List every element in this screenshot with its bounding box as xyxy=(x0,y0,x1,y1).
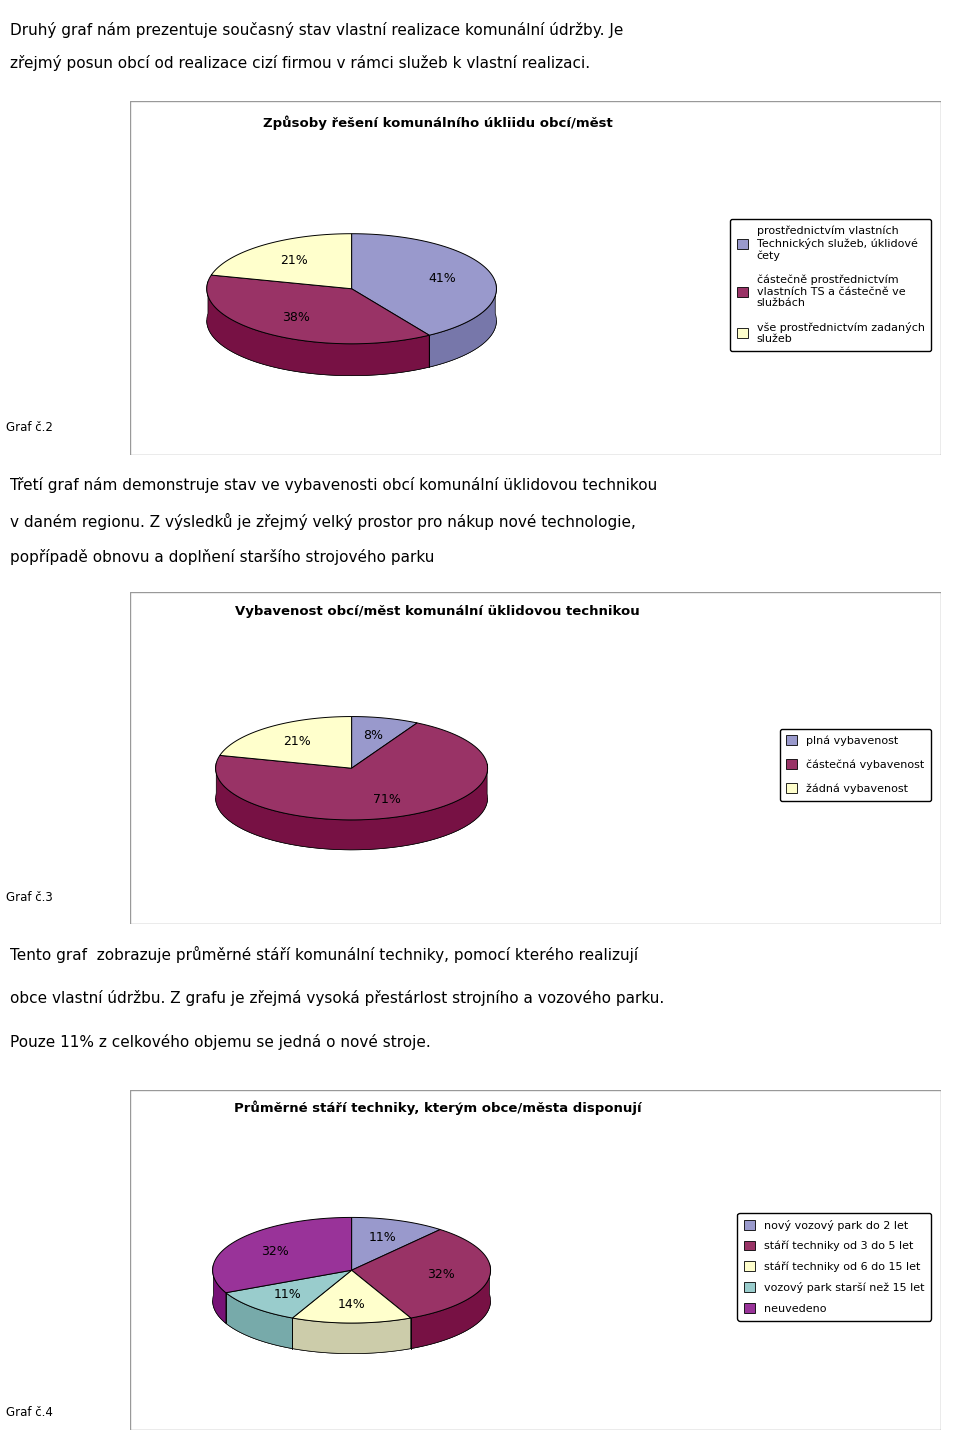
Polygon shape xyxy=(411,1264,491,1349)
Polygon shape xyxy=(293,1318,411,1353)
Legend: plná vybavenost, částečná vybavenost, žádná vybavenost: plná vybavenost, částečná vybavenost, žá… xyxy=(780,729,931,801)
Polygon shape xyxy=(226,1271,351,1318)
Text: 8%: 8% xyxy=(364,729,384,742)
Text: Pouze 11% z celkového objemu se jedná o nové stroje.: Pouze 11% z celkového objemu se jedná o … xyxy=(10,1034,430,1050)
Text: 32%: 32% xyxy=(261,1245,289,1258)
Text: Vybavenost obcí/měst komunální üklidovou technikou: Vybavenost obcí/měst komunální üklidovou… xyxy=(235,605,640,618)
Text: 11%: 11% xyxy=(274,1288,301,1301)
Polygon shape xyxy=(351,1229,491,1318)
Text: 32%: 32% xyxy=(427,1268,455,1281)
Text: v daném regionu. Z výsledků je zřejmý velký prostor pro nákup nové technologie,: v daném regionu. Z výsledků je zřejmý ve… xyxy=(10,513,636,530)
Text: Graf č.4: Graf č.4 xyxy=(7,1406,54,1419)
Text: Graf č.3: Graf č.3 xyxy=(7,891,53,904)
Polygon shape xyxy=(206,274,429,344)
Text: 71%: 71% xyxy=(372,793,400,806)
Polygon shape xyxy=(351,716,418,768)
Polygon shape xyxy=(351,234,496,335)
Polygon shape xyxy=(206,282,429,375)
Text: 38%: 38% xyxy=(282,312,310,325)
FancyBboxPatch shape xyxy=(130,1090,941,1430)
FancyBboxPatch shape xyxy=(130,101,941,455)
Text: 14%: 14% xyxy=(338,1298,366,1311)
Text: 11%: 11% xyxy=(369,1232,396,1245)
Polygon shape xyxy=(429,282,496,367)
Polygon shape xyxy=(211,234,351,289)
Polygon shape xyxy=(226,1292,293,1349)
Text: 41%: 41% xyxy=(428,273,456,286)
Polygon shape xyxy=(351,1217,441,1271)
Polygon shape xyxy=(212,1265,226,1323)
Text: Tento graf  zobrazuje průměrné stáří komunální techniky, pomocí kterého realizuj: Tento graf zobrazuje průměrné stáří komu… xyxy=(10,946,637,963)
Text: Graf č.2: Graf č.2 xyxy=(7,420,54,433)
Polygon shape xyxy=(216,762,488,851)
Text: Třetí graf nám demonstruje stav ve vybavenosti obcí komunální üklidovou techniko: Třetí graf nám demonstruje stav ve vybav… xyxy=(10,477,657,492)
Text: Způsoby řešení komunálního úkliidu obcí/měst: Způsoby řešení komunálního úkliidu obcí/… xyxy=(263,116,612,130)
Polygon shape xyxy=(220,716,351,768)
Polygon shape xyxy=(212,1217,351,1292)
Text: 21%: 21% xyxy=(280,254,308,267)
Polygon shape xyxy=(216,723,488,820)
Text: popřípadě obnovu a doplňení staršího strojového parku: popřípadě obnovu a doplňení staršího str… xyxy=(10,549,434,565)
Polygon shape xyxy=(293,1271,411,1323)
Legend: prostřednictvím vlastních
Technických služeb, úklidové
čety, částečně prostředni: prostřednictvím vlastních Technických sl… xyxy=(730,219,931,351)
Text: obce vlastní údržbu. Z grafu je zřejmá vysoká přestárlost strojního a vozového p: obce vlastní údržbu. Z grafu je zřejmá v… xyxy=(10,991,664,1006)
Text: 21%: 21% xyxy=(283,735,311,748)
Text: Průměrné stáří techniky, kterým obce/města disponují: Průměrné stáří techniky, kterým obce/měs… xyxy=(234,1100,641,1115)
Legend: nový vozový park do 2 let, stáří techniky od 3 do 5 let, stáří techniky od 6 do : nový vozový park do 2 let, stáří technik… xyxy=(737,1213,931,1320)
FancyBboxPatch shape xyxy=(130,592,941,924)
Text: zřejmý posun obcí od realizace cizí firmou v rámci služeb k vlastní realizaci.: zřejmý posun obcí od realizace cizí firm… xyxy=(10,55,589,71)
Text: Druhý graf nám prezentuje současný stav vlastní realizace komunální údržby. Je: Druhý graf nám prezentuje současný stav … xyxy=(10,22,623,38)
